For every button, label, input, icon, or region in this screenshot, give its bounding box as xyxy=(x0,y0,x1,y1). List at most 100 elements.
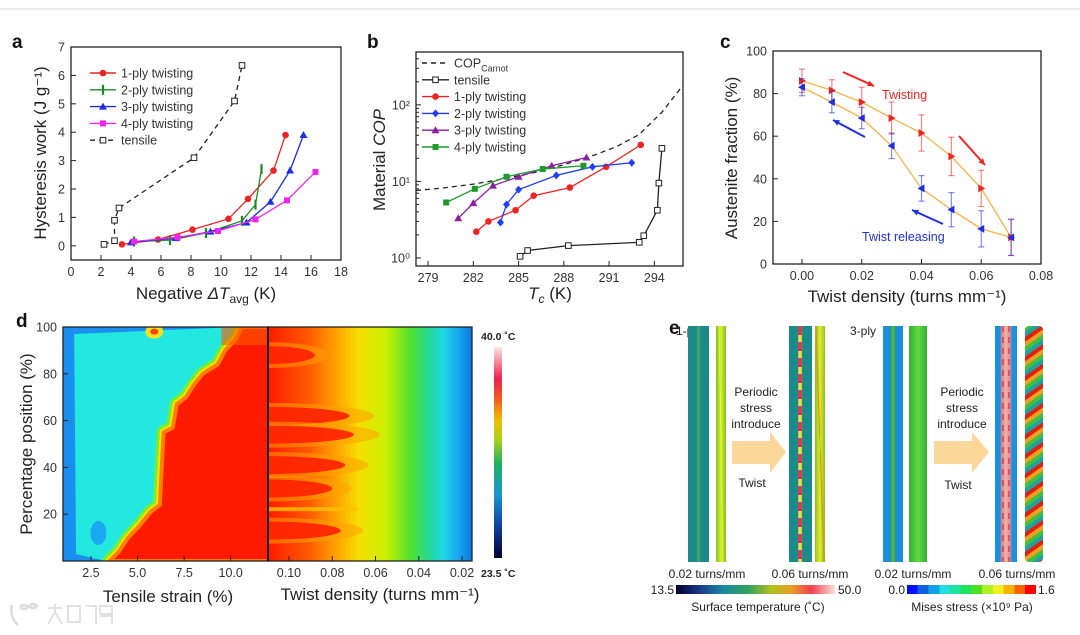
data-point xyxy=(215,228,221,235)
y-tick-label: 40 xyxy=(753,172,767,186)
mises-stress-colorbar xyxy=(907,585,1036,594)
series-cop xyxy=(415,84,684,192)
data-point xyxy=(473,228,480,236)
data-point xyxy=(917,184,925,193)
series-2-ply-twisting xyxy=(496,158,636,227)
series-line xyxy=(801,80,1012,238)
rod-stripe xyxy=(718,325,724,563)
x-tick-label: 0.04 xyxy=(909,269,933,283)
chart-b-xlabel: Tc (K) xyxy=(528,284,572,306)
twist-arrow-3 xyxy=(934,432,989,473)
arrow-text-line: stress xyxy=(946,401,978,415)
data-point xyxy=(977,224,985,233)
x-tick-label: 0.00 xyxy=(790,269,814,283)
data-point xyxy=(888,114,896,123)
data-point xyxy=(488,181,497,189)
x-tick-label: 0.10 xyxy=(277,566,301,580)
chart-c-xlabel: Twist density (turns mm⁻¹) xyxy=(808,287,1007,306)
x-tick-label: 0.06 xyxy=(363,566,387,580)
legend-label: tensile xyxy=(454,73,490,87)
hot-band xyxy=(268,346,315,365)
y-tick-label: 1 xyxy=(58,211,65,225)
x-tick-label: 10.0 xyxy=(219,566,243,580)
panel-label-e: e xyxy=(669,318,680,339)
rod-3ply-0.06-section xyxy=(995,326,1017,562)
surface-temperature-colorbar xyxy=(676,585,835,594)
data-point xyxy=(244,195,252,203)
arrow-text-line: Periodic xyxy=(940,385,983,399)
data-point xyxy=(174,234,181,241)
stress-colorbar-title: Mises stress (×10⁹ Pa) xyxy=(911,600,1033,614)
arrow-text-line: introduce xyxy=(937,417,987,431)
y-tick-label: 10¹ xyxy=(392,175,410,189)
data-point xyxy=(432,144,439,150)
y-tick-label: 80 xyxy=(43,367,57,381)
data-point xyxy=(111,237,118,244)
data-point xyxy=(1007,233,1015,242)
y-tick-label: 0 xyxy=(58,239,65,253)
rod-stripe xyxy=(815,325,825,563)
x-tick-label: 0.08 xyxy=(1029,269,1053,283)
colorbar-min-label: 23.5 ˚C xyxy=(481,568,516,580)
x-tick-label: 4 xyxy=(128,265,135,279)
series-3-ply-twisting xyxy=(454,153,591,222)
y-tick-label: 0 xyxy=(760,258,767,272)
data-point xyxy=(539,166,546,173)
temp-colorbar-max: 50.0 xyxy=(838,583,862,597)
x-tick-label: 2 xyxy=(98,265,105,279)
panel-label-d: d xyxy=(16,311,28,332)
data-point xyxy=(238,62,246,69)
data-point xyxy=(635,239,643,246)
data-point xyxy=(99,69,107,77)
data-point xyxy=(111,216,118,224)
legend-item-4-ply-twisting: 4-ply twisting xyxy=(422,141,526,155)
x-tick-label: 291 xyxy=(599,271,620,285)
rod-3ply-0.02-surface xyxy=(909,326,927,562)
heatmap-tensile xyxy=(63,327,268,561)
direction-arrow-icon xyxy=(832,119,866,138)
x-tick-label: 0.02 xyxy=(450,566,474,580)
data-point xyxy=(225,215,232,223)
stress-colorbar-min: 0.0 xyxy=(888,583,905,597)
chart-b-cop: 279 282 285 288 291 294 10⁰ 10¹ 10² COPCarnottens… xyxy=(391,51,684,285)
rod-1ply-0.02-section xyxy=(688,326,709,562)
density-label: 0.06 turns/mm xyxy=(772,567,849,581)
data-point xyxy=(547,161,556,169)
legend-label: 2-ply twisting xyxy=(454,107,526,121)
chart-c-austenite: 0.00 0.02 0.04 0.06 0.08 0 20 40 60 80 100 Twisting… xyxy=(746,45,1053,284)
data-point xyxy=(503,173,510,180)
annotation-twist-releasing: Twist releasing xyxy=(862,230,945,244)
data-point xyxy=(503,200,511,209)
plot-frame xyxy=(70,46,342,261)
data-point xyxy=(658,145,666,152)
x-tick-label: 12 xyxy=(244,265,258,279)
data-point xyxy=(654,206,661,214)
data-point xyxy=(443,199,450,206)
data-point xyxy=(887,141,895,150)
legend-item-3-ply-twisting: 3-ply twisting xyxy=(422,124,526,138)
x-tick-label: 0.02 xyxy=(850,269,874,283)
data-point xyxy=(252,216,259,223)
y-tick-label: 2 xyxy=(58,183,65,197)
data-point xyxy=(189,226,196,233)
series-line xyxy=(121,134,287,246)
data-point xyxy=(512,206,519,214)
plot-frame xyxy=(415,51,684,267)
series-tensile xyxy=(100,62,246,248)
chart-a-xlabel: Negative ΔTavg (K) xyxy=(136,284,276,306)
legend-item-2-ply-twisting: 2-ply twisting xyxy=(90,83,193,97)
data-point xyxy=(312,168,319,175)
legend-item-3-ply-twisting: 3-ply twisting xyxy=(90,100,193,114)
data-point xyxy=(284,197,290,204)
legend-label: 2-ply twisting xyxy=(121,83,193,97)
legend-item-1-ply-twisting: 1-ply twisting xyxy=(422,90,526,104)
arrow-text-line: stress xyxy=(740,401,772,415)
data-point xyxy=(115,204,123,212)
x-tick-label: 10 xyxy=(214,265,228,279)
x-tick-label: 2.5 xyxy=(82,566,99,580)
data-point xyxy=(471,185,478,192)
data-point xyxy=(432,93,439,100)
data-point xyxy=(602,163,610,171)
arrow-text-line: Periodic xyxy=(734,385,777,399)
